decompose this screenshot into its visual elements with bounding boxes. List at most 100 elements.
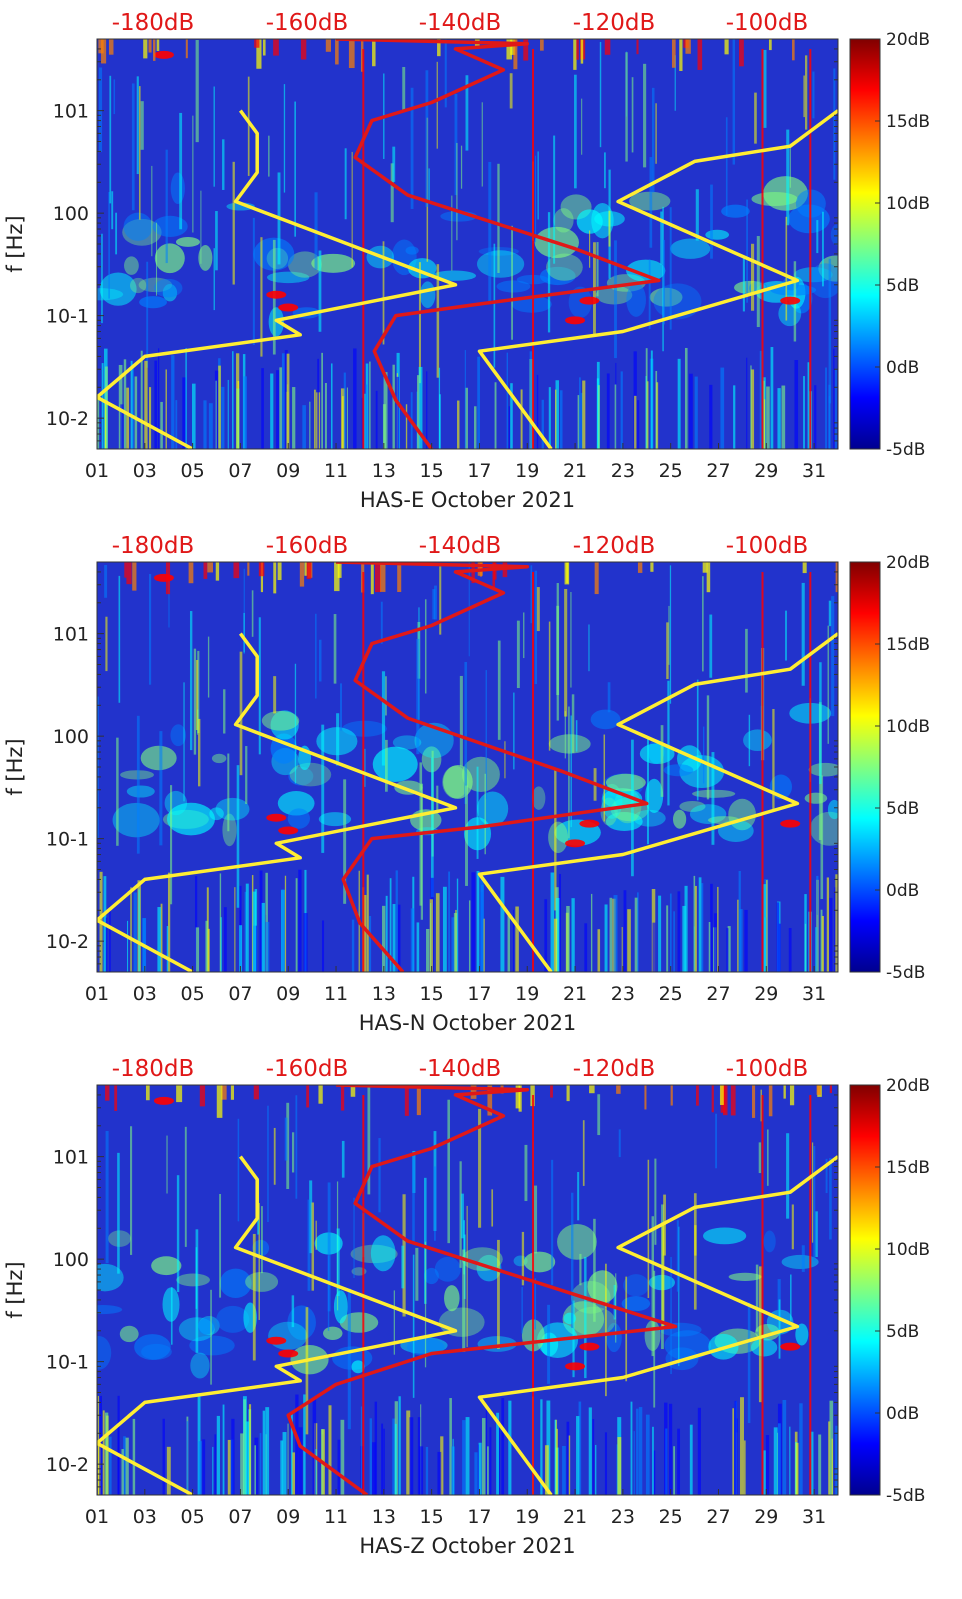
x-tick-label: 31 [802,460,826,482]
colorbar-label: 0dB [886,1404,919,1424]
x-tick-label: 03 [133,460,157,482]
y-axis-label: f [Hz] [3,215,27,272]
x-tick-label: 03 [133,983,157,1005]
station-noise-curve [335,39,661,449]
colorbar-label: 5dB [886,1322,919,1342]
y-axis-label: f [Hz] [3,738,27,795]
top-db-label: -140dB [419,10,502,36]
x-tick-label: 03 [133,1506,157,1528]
colorbar-label: -5dB [886,963,925,983]
colorbar-label: 15dB [886,635,930,655]
heatmap-area [97,39,838,449]
top-db-label: -140dB [419,533,502,559]
x-tick-label: 07 [228,983,252,1005]
spectrogram-panel-1: 01 03 05 07 09 11 13 15 17 19 21 23 25 27 29 31 HAS-E Oc… [3,10,930,512]
colorbar-label: 5dB [886,799,919,819]
top-db-label: -140dB [419,1056,502,1082]
nhnm-curve [477,109,838,449]
x-tick-label: 25 [659,460,683,482]
colorbar-label: 20dB [886,1076,930,1096]
station-noise-curve [335,562,649,972]
colorbar-label: 10dB [886,1240,930,1260]
colorbar-label: 0dB [886,881,919,901]
x-tick-label: 17 [467,983,491,1005]
x-tick-label: 09 [276,1506,300,1528]
x-tick-label: 15 [420,1506,444,1528]
nlnm-curve [97,1155,458,1495]
x-tick-label: 07 [228,460,252,482]
nhnm-curve [477,1155,838,1495]
y-tick-label: 10-1 [46,829,89,851]
top-db-label: -180dB [112,1056,195,1082]
x-tick-label: 27 [706,983,730,1005]
x-tick-label: 05 [181,1506,205,1528]
colorbar-label: -5dB [886,440,925,460]
x-tick-label: 19 [515,1506,539,1528]
top-db-label: -180dB [112,10,195,36]
x-tick-label: 15 [420,983,444,1005]
y-tick-label: 10-2 [46,931,89,953]
top-db-label: -120dB [573,533,656,559]
y-tick-label: 100 [53,1249,89,1271]
spectrogram-panel-2: 01 03 05 07 09 11 13 15 17 19 21 23 25 27 29 31 HAS-N Oc… [3,533,930,1035]
x-tick-label: 07 [228,1506,252,1528]
colorbar [849,38,881,450]
colorbar-label: 20dB [886,553,930,573]
x-tick-label: 29 [754,983,778,1005]
x-tick-label: 23 [611,983,635,1005]
colorbar-label: 10dB [886,194,930,214]
top-db-label: -100dB [726,10,809,36]
colorbar-label: 10dB [886,717,930,737]
x-tick-label: 25 [659,1506,683,1528]
heatmap-area [97,1085,838,1495]
y-tick-label: 100 [53,726,89,748]
x-tick-label: 05 [181,983,205,1005]
x-tick-label: 09 [276,983,300,1005]
x-tick-label: 01 [85,460,109,482]
y-axis-label: f [Hz] [3,1261,27,1318]
x-tick-label: 23 [611,1506,635,1528]
x-tick-label: 23 [611,460,635,482]
x-axis-label: HAS-E October 2021 [360,488,575,512]
x-axis-label: HAS-N October 2021 [359,1011,577,1035]
colorbar-label: 5dB [886,276,919,296]
nhnm-curve [477,632,838,972]
y-tick-label: 10-1 [46,306,89,328]
x-tick-label: 17 [467,1506,491,1528]
station-noise-curve [286,1085,678,1495]
x-tick-label: 01 [85,1506,109,1528]
colorbar-label: 15dB [886,1158,930,1178]
x-tick-label: 01 [85,983,109,1005]
x-tick-label: 11 [324,983,348,1005]
x-axis-label: HAS-Z October 2021 [359,1534,575,1558]
x-tick-label: 31 [802,983,826,1005]
x-tick-label: 09 [276,460,300,482]
x-tick-label: 11 [324,460,348,482]
y-tick-label: 101 [53,624,89,646]
top-db-label: -100dB [726,1056,809,1082]
x-tick-label: 17 [467,460,491,482]
spectrogram-panel-3: 01 03 05 07 09 11 13 15 17 19 21 23 25 27 29 31 HAS-Z Oc… [3,1056,930,1558]
x-tick-label: 21 [563,983,587,1005]
nlnm-curve [97,109,458,449]
x-tick-label: 27 [706,460,730,482]
top-db-label: -120dB [573,1056,656,1082]
x-tick-label: 29 [754,460,778,482]
x-tick-label: 21 [563,1506,587,1528]
colorbar [849,561,881,973]
x-tick-label: 15 [420,460,444,482]
x-tick-label: 05 [181,460,205,482]
top-db-label: -180dB [112,533,195,559]
x-tick-label: 13 [372,983,396,1005]
x-tick-label: 27 [706,1506,730,1528]
colorbar [849,1084,881,1496]
x-tick-label: 13 [372,1506,396,1528]
heatmap-area [97,562,838,972]
y-tick-label: 10-1 [46,1352,89,1374]
y-tick-label: 101 [53,1147,89,1169]
colorbar-label: 0dB [886,358,919,378]
colorbar-label: 20dB [886,30,930,50]
top-db-label: -120dB [573,10,656,36]
x-tick-label: 13 [372,460,396,482]
